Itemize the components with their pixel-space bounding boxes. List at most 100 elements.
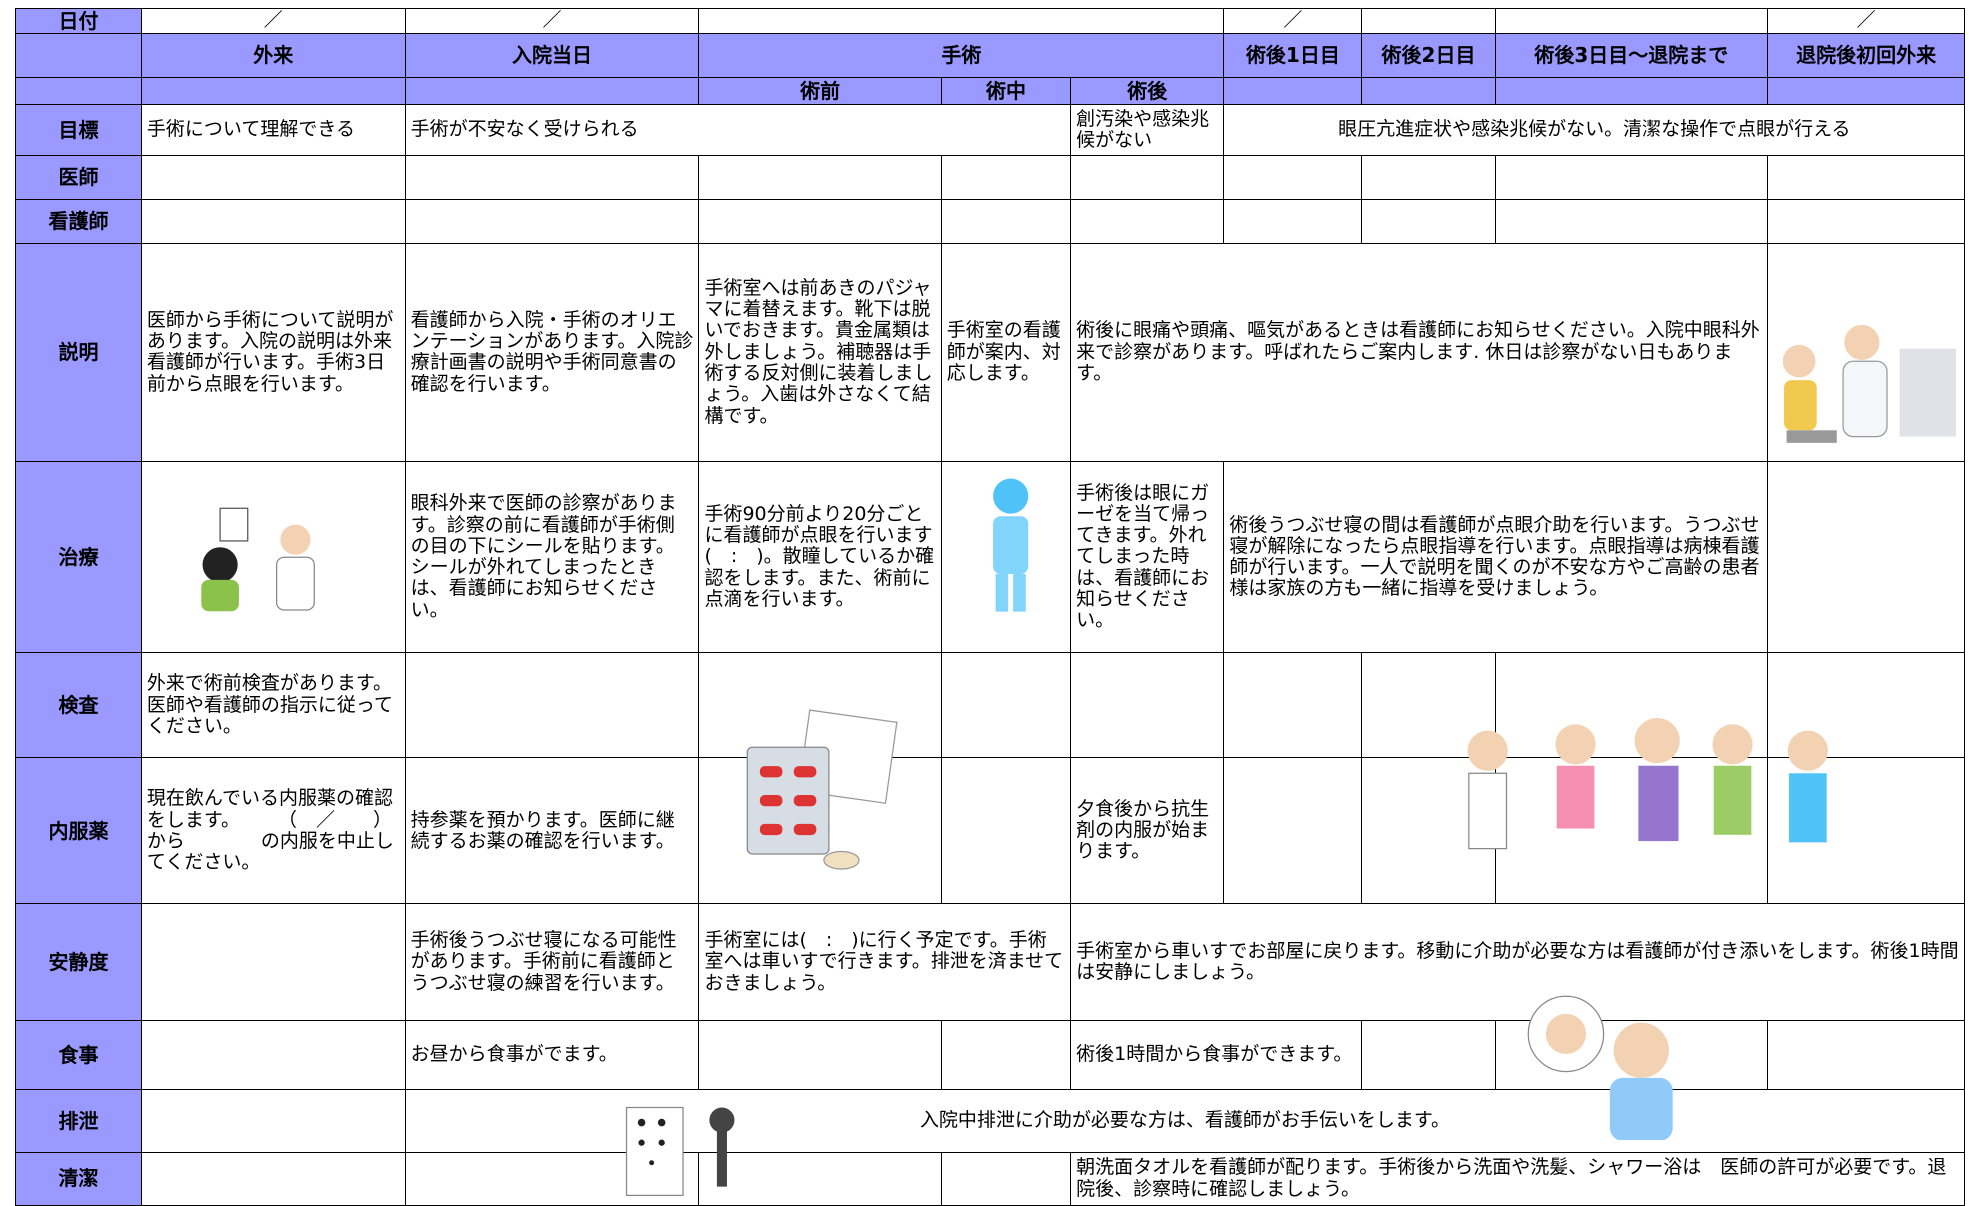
cell-text: 手術90分前より20分ごとに看護師が点眼を行います( : )。散瞳しているか確認… bbox=[704, 502, 935, 610]
cell-text: 手術室へは前あきのパジャマに着替えます。靴下は脱いでおきます。貴金属類は外しまし… bbox=[704, 276, 933, 427]
body-cell bbox=[405, 155, 700, 200]
body-cell bbox=[1768, 155, 1966, 200]
cell-text: お昼から食事がでます。 bbox=[410, 1043, 618, 1066]
cell-text: 術前 bbox=[800, 78, 841, 103]
cell-text: 術後 bbox=[1127, 78, 1168, 103]
cell-text: 看護師から入院・手術のオリエンテーションがあります。入院診療計画書の説明や手術同… bbox=[410, 308, 694, 395]
cell-text: 眼圧亢進症状や感染兆候がない。清潔な操作で点眼が行える bbox=[1338, 118, 1851, 141]
body-cell: 手術について理解できる bbox=[141, 105, 406, 156]
body-cell: 術後1時間から食事ができます。 bbox=[1071, 1020, 1363, 1090]
cell-text: 手術について理解できる bbox=[146, 118, 355, 141]
header-cell bbox=[15, 33, 142, 78]
body-cell bbox=[141, 1089, 406, 1153]
cell-text: 医師から手術について説明があります。入院の説明は外来看護師が行います。手術3日前… bbox=[146, 308, 394, 395]
body-cell bbox=[1362, 155, 1496, 200]
phase-header: 術後3日目～退院まで bbox=[1495, 33, 1769, 78]
body-cell bbox=[1495, 155, 1769, 200]
cell-text: 術後3日目～退院まで bbox=[1534, 43, 1729, 68]
cell-text: 手術 bbox=[941, 43, 982, 68]
body-cell bbox=[1495, 199, 1769, 244]
body-cell bbox=[1224, 758, 1363, 905]
cell-text: 術後うつぶせ寝の間は看護師が点眼介助を行います。うつぶせ寝が解除になったら点眼指… bbox=[1229, 513, 1760, 600]
body-cell: 手術90分前より20分ごとに看護師が点眼を行います( : )。散瞳しているか確認… bbox=[699, 462, 942, 653]
body-cell bbox=[941, 1020, 1072, 1090]
doctor-illustration bbox=[1783, 325, 1957, 444]
cell-text: ／ bbox=[1856, 9, 1876, 32]
body-cell: 眼圧亢進症状や感染兆候がない。清潔な操作で点眼が行える bbox=[1224, 105, 1966, 156]
body-cell: 看護師から入院・手術のオリエンテーションがあります。入院診療計画書の説明や手術同… bbox=[405, 243, 700, 463]
body-cell: 入院中排泄に介助が必要な方は、看護師がお手伝いをします。 bbox=[405, 1089, 1966, 1153]
phase-header: 退院後初回外来 bbox=[1768, 33, 1966, 78]
row-label: 排泄 bbox=[15, 1089, 142, 1153]
cell-text: 食事 bbox=[58, 1042, 99, 1067]
cell-text: 検査 bbox=[58, 693, 99, 718]
body-cell bbox=[699, 155, 942, 200]
body-cell: 術後うつぶせ寝の間は看護師が点眼介助を行います。うつぶせ寝が解除になったら点眼指… bbox=[1224, 462, 1769, 653]
cell-text: 手術室には( : )に行く予定です。手術室へは車いすで行きます。排泄を済ませてお… bbox=[704, 929, 1064, 994]
cell-text: 外来で術前検査があります。医師や看護師の指示に従ってください。 bbox=[146, 672, 393, 737]
body-cell bbox=[141, 904, 406, 1021]
body-cell: 手術が不安なく受けられる bbox=[405, 105, 1072, 156]
phase-header: 術後1日目 bbox=[1224, 33, 1363, 78]
cell-text: 看護師 bbox=[48, 208, 109, 233]
phase-header: 外来 bbox=[141, 33, 406, 78]
cell-text: ／ bbox=[1283, 9, 1303, 32]
stage-header: 術前 bbox=[699, 77, 942, 106]
row-label: 検査 bbox=[15, 652, 142, 759]
row-label: 食事 bbox=[15, 1020, 142, 1090]
body-cell bbox=[1495, 652, 1769, 759]
phase-header: 手術 bbox=[699, 33, 1225, 78]
date-cell: ／ bbox=[405, 7, 700, 34]
body-cell bbox=[1495, 758, 1769, 905]
body-cell bbox=[1362, 199, 1496, 244]
body-cell bbox=[405, 652, 700, 759]
body-cell bbox=[941, 758, 1072, 905]
cell-text: 排泄 bbox=[58, 1108, 99, 1133]
body-cell: 眼科外来で医師の診察があります。診察の前に看護師が手術側の目の下にシールを貼りま… bbox=[405, 462, 700, 653]
body-cell bbox=[1768, 1020, 1966, 1090]
body-cell bbox=[1224, 155, 1363, 200]
stage-header bbox=[1495, 77, 1769, 106]
body-cell: 医師から手術について説明があります。入院の説明は外来看護師が行います。手術3日前… bbox=[141, 243, 406, 463]
cell-text: 手術が不安なく受けられる bbox=[410, 118, 639, 141]
row-label: 内服薬 bbox=[15, 758, 142, 905]
surgeon-illustration bbox=[993, 478, 1029, 612]
body-cell: 夕食後から抗生剤の内服が始まります。 bbox=[1071, 758, 1225, 905]
cell-text: 治療 bbox=[58, 544, 99, 569]
cell-text: 術後1時間から食事ができます。 bbox=[1076, 1043, 1353, 1066]
date-cell bbox=[699, 7, 1225, 34]
body-cell: 手術後は眼にガーゼを当て帰ってきます。外れてしまった時は、看護師にお知らせくださ… bbox=[1071, 462, 1225, 653]
body-cell: 現在飲んでいる内服薬の確認をします。 （ ／ ）から の内服を中止してください。 bbox=[141, 758, 406, 905]
stage-header bbox=[405, 77, 700, 106]
body-cell: 創汚染や感染兆候がない bbox=[1071, 105, 1225, 156]
body-cell bbox=[1071, 652, 1225, 759]
body-cell: お昼から食事がでます。 bbox=[405, 1020, 700, 1090]
body-cell bbox=[699, 1020, 942, 1090]
date-cell bbox=[1362, 7, 1496, 34]
body-cell bbox=[1362, 1020, 1496, 1090]
family-illustration bbox=[1467, 718, 1829, 850]
row-label: 医師 bbox=[15, 155, 142, 200]
stage-header bbox=[15, 77, 142, 106]
row-label: 目標 bbox=[15, 105, 142, 156]
body-cell bbox=[141, 1152, 406, 1206]
row-label: 安静度 bbox=[15, 904, 142, 1021]
cell-text: 入院当日 bbox=[512, 43, 592, 68]
body-cell bbox=[1071, 155, 1225, 200]
body-cell: 術後に眼痛や頭痛、嘔気があるときは看護師にお知らせください。入院中眼科外来で診察… bbox=[1071, 243, 1769, 463]
stage-header bbox=[1362, 77, 1496, 106]
date-cell: 日付 bbox=[15, 7, 142, 34]
body-cell bbox=[141, 155, 406, 200]
body-cell: 手術室の看護師が案内、対応します。 bbox=[941, 243, 1072, 463]
body-cell: 朝洗面タオルを看護師が配ります。手術後から洗面や洗髪、シャワー浴は 医師の許可が… bbox=[1071, 1152, 1966, 1206]
cell-text: 安静度 bbox=[48, 949, 109, 974]
date-cell: ／ bbox=[141, 7, 406, 34]
body-cell: 外来で術前検査があります。医師や看護師の指示に従ってください。 bbox=[141, 652, 406, 759]
row-label: 清潔 bbox=[15, 1152, 142, 1206]
eye-chart-illustration bbox=[625, 1106, 735, 1197]
cell-text: 手術後は眼にガーゼを当て帰ってきます。外れてしまった時は、看護師にお知らせくださ… bbox=[1076, 481, 1210, 632]
cell-text: 説明 bbox=[58, 340, 99, 365]
row-label: 治療 bbox=[15, 462, 142, 653]
cell-text: 術後1日目 bbox=[1245, 43, 1340, 68]
